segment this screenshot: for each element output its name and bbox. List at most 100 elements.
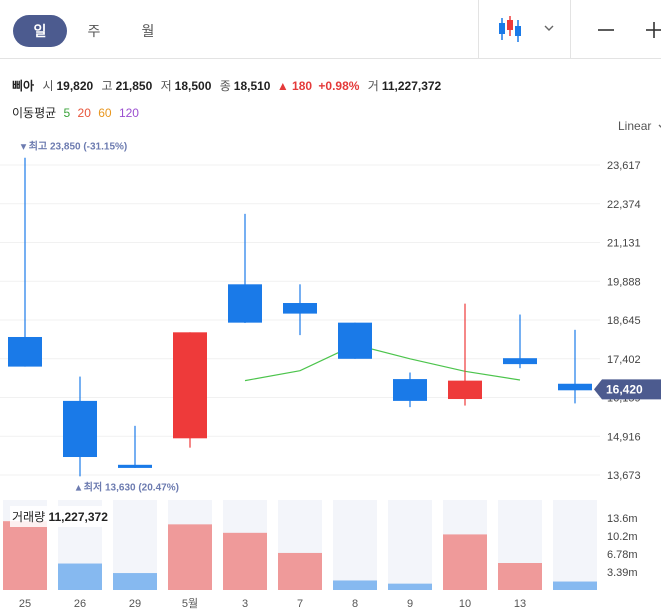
candle-body <box>173 332 207 439</box>
price-tick-label: 19,888 <box>607 276 641 288</box>
price-gridlines <box>0 164 600 476</box>
volume-panel-title: 거래량 <box>12 510 46 524</box>
price-tick-label: 17,402 <box>607 354 641 366</box>
candle-body <box>338 322 372 359</box>
candle-body <box>228 284 262 323</box>
tab-week[interactable]: 주 <box>87 23 101 39</box>
date-tick-label: 25 <box>19 598 31 610</box>
ma-period-20[interactable]: 20 <box>77 106 91 120</box>
moving-average-lines <box>244 344 521 382</box>
tab-month[interactable]: 월 <box>141 23 155 39</box>
close-label: 종 <box>219 79 231 93</box>
volume-bars <box>3 521 597 590</box>
ma-period-60[interactable]: 60 <box>98 106 112 120</box>
price-tick-label: 22,374 <box>607 199 641 211</box>
low-price: 18,500 <box>174 79 212 93</box>
candle-body <box>393 379 427 401</box>
chevron-down-icon <box>544 25 554 31</box>
quote-summary: 삐아 시 19,820 고 21,850 저 18,500 종 18,510 ▲ 180… <box>12 77 441 94</box>
price-tick-label: 21,131 <box>607 238 641 250</box>
volume-label: 거 <box>367 79 379 93</box>
volume-bar <box>498 563 542 590</box>
date-tick-label: 9 <box>407 598 413 610</box>
open-label: 시 <box>42 79 54 93</box>
scale-selector[interactable]: Linear <box>618 119 661 133</box>
candle-body <box>63 400 97 458</box>
volume-tick-label: 6.78m <box>607 549 638 561</box>
candle-body <box>8 336 42 367</box>
close-price: 18,510 <box>233 79 271 93</box>
volume-bar <box>553 581 597 590</box>
moving-average-line-5 <box>244 344 521 382</box>
volume-bar <box>3 521 47 590</box>
volume-bar <box>223 532 267 590</box>
candle-body <box>503 358 537 365</box>
candle-body <box>283 303 317 314</box>
price-axis-ticks: 23,61722,37421,13119,88818,64517,40216,1… <box>607 160 641 482</box>
date-tick-label: 29 <box>129 598 141 610</box>
candlestick-chart-icon <box>499 16 521 42</box>
price-tick-label: 13,673 <box>607 470 641 482</box>
low-annotation: ▴ 최저 13,630 (20.47%) <box>75 480 179 493</box>
date-tick-label: 3 <box>242 598 248 610</box>
chevron-down-icon <box>658 124 661 129</box>
chart-toolbar: 일 주 월 <box>0 0 661 59</box>
price-tick-label: 23,617 <box>607 160 641 172</box>
high-low-annotations: ▾ 최고 23,850 (-31.15%) ▴ 최저 13,630 (20.47%… <box>20 140 179 494</box>
price-change-pct: +0.98% <box>318 79 360 93</box>
volume-column-bg <box>333 500 377 590</box>
current-price-tag-shape <box>594 379 661 400</box>
zoom-out-button[interactable] <box>590 14 622 46</box>
ma-period-5[interactable]: 5 <box>63 106 71 120</box>
stock-name: 삐아 <box>12 79 35 93</box>
volume-tick-label: 3.39m <box>607 567 638 579</box>
candles <box>8 157 592 477</box>
moving-average-label: 이동평균 <box>12 106 57 120</box>
candle-body <box>448 380 482 400</box>
date-tick-label: 26 <box>74 598 86 610</box>
open-price: 19,820 <box>56 79 94 93</box>
date-axis-ticks: 25 26 29 5월 3 7 8 9 10 13 <box>19 597 526 610</box>
high-label: 고 <box>101 79 113 93</box>
low-label: 저 <box>160 79 172 93</box>
price-tick-label: 18,645 <box>607 315 641 327</box>
volume-bar <box>58 563 102 590</box>
candle-body <box>118 464 152 468</box>
date-tick-label: 10 <box>459 598 471 610</box>
price-tick-label: 14,916 <box>607 431 641 443</box>
volume-column-bg <box>388 500 432 590</box>
moving-average-legend: 이동평균 5 20 60 120 <box>12 104 143 121</box>
volume-bar <box>168 524 212 590</box>
zoom-in-button[interactable] <box>638 14 661 46</box>
volume-axis-ticks: 13.6m 10.2m 6.78m 3.39m <box>607 513 638 579</box>
volume-bar <box>388 583 432 590</box>
high-annotation: ▾ 최고 23,850 (-31.15%) <box>20 140 127 153</box>
date-tick-label: 8 <box>352 598 358 610</box>
candle-body <box>558 383 592 391</box>
current-price-tag: 16,420 <box>594 379 661 400</box>
volume-bar <box>113 573 157 590</box>
ma-period-120[interactable]: 120 <box>118 106 139 120</box>
high-price: 21,850 <box>115 79 153 93</box>
volume-bar <box>443 534 487 590</box>
scale-label: Linear <box>618 119 652 133</box>
volume-tick-label: 13.6m <box>607 513 638 525</box>
plus-icon <box>646 22 661 38</box>
volume-bar <box>278 552 322 590</box>
date-tick-label: 7 <box>297 598 303 610</box>
volume-value: 11,227,372 <box>381 79 442 93</box>
toolbar-divider <box>570 0 571 58</box>
volume-panel-value: 11,227,372 <box>48 510 108 524</box>
volume-bar <box>333 580 377 590</box>
minus-icon <box>598 29 614 31</box>
date-tick-label: 13 <box>514 598 526 610</box>
chart-type-button[interactable] <box>493 14 563 46</box>
volume-panel-label: 거래량 11,227,372 <box>10 506 110 527</box>
volume-column-bg <box>553 500 597 590</box>
toolbar-divider <box>478 0 479 58</box>
price-change: ▲ 180 <box>276 79 313 93</box>
tab-day[interactable]: 일 <box>13 15 67 47</box>
volume-tick-label: 10.2m <box>607 531 638 543</box>
current-price-label: 16,420 <box>606 382 643 396</box>
